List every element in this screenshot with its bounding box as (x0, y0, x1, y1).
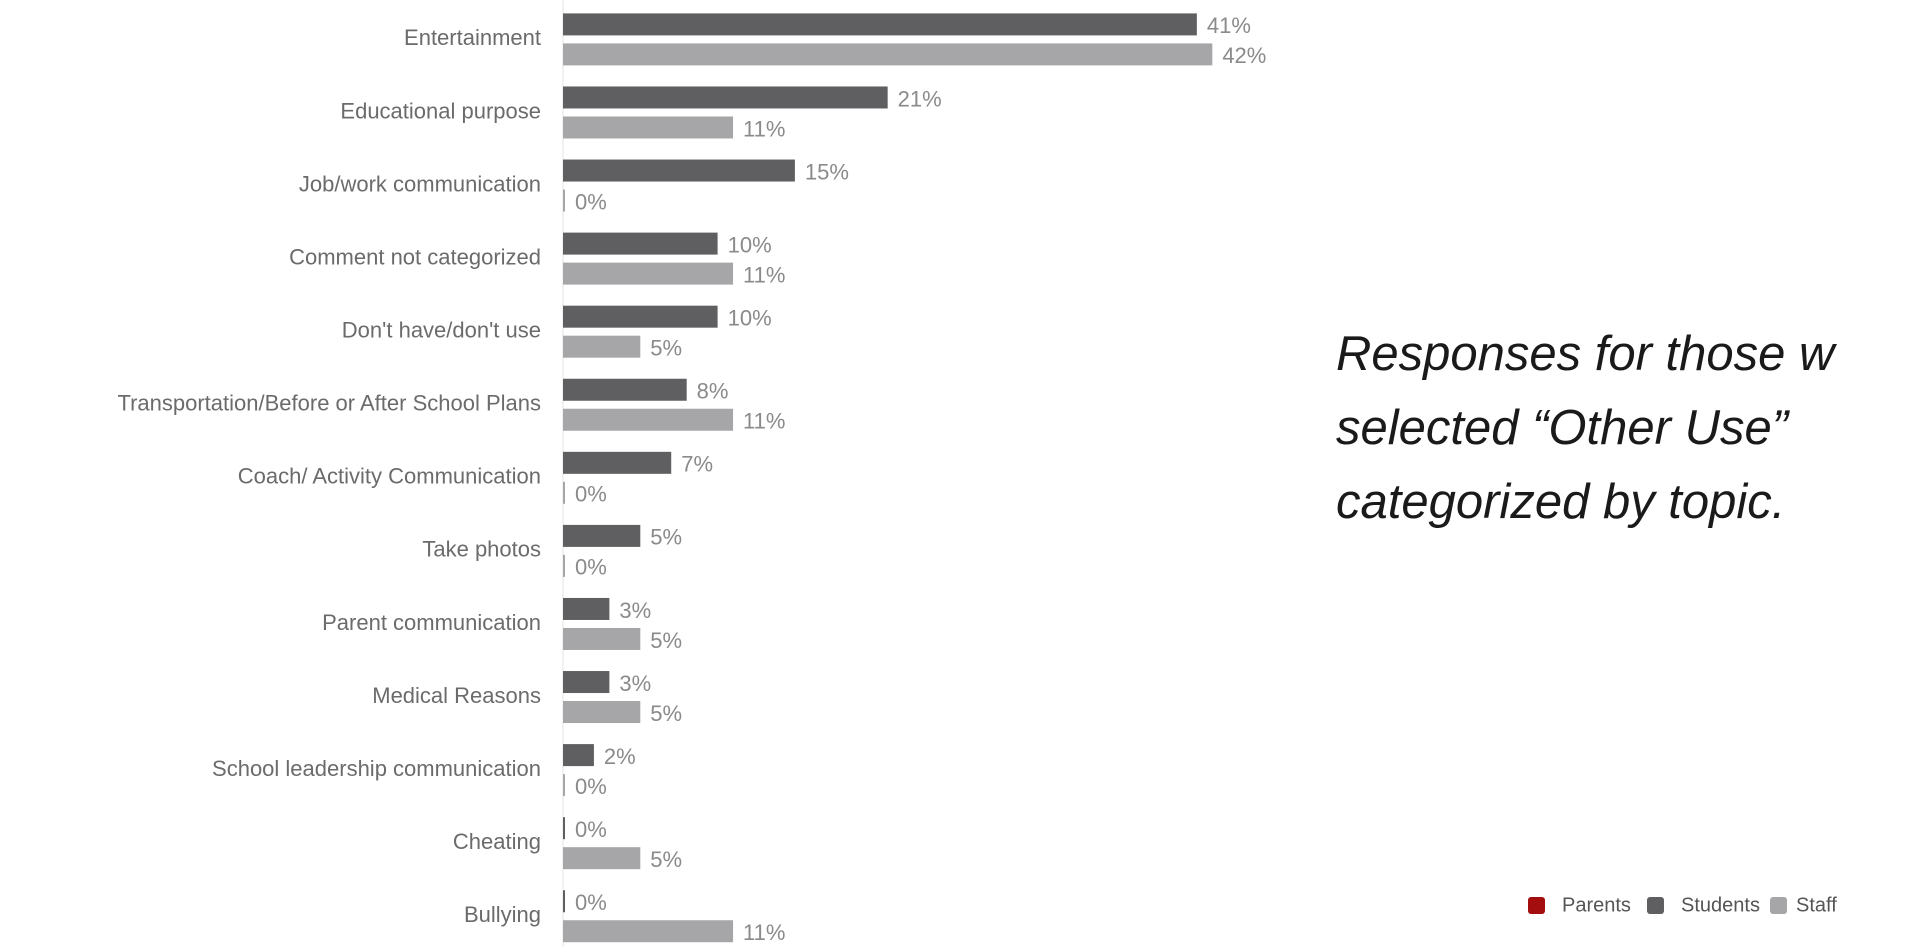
value-label: 0% (575, 774, 607, 799)
value-label: 3% (619, 598, 651, 623)
value-label: 41% (1207, 13, 1251, 38)
bar (563, 378, 687, 401)
value-label: 11% (743, 920, 785, 945)
category-label: Medical Reasons (372, 683, 541, 708)
category-label: School leadership communication (212, 756, 541, 781)
bar (563, 232, 718, 255)
bar (563, 890, 565, 913)
bar (563, 671, 610, 694)
value-label: 8% (697, 379, 729, 404)
value-label: 21% (898, 86, 942, 111)
bar (563, 43, 1213, 66)
value-label: 11% (743, 116, 785, 141)
category-label: Cheating (453, 829, 541, 854)
bar (563, 451, 672, 474)
category-label: Comment not categorized (289, 244, 541, 269)
value-label: 42% (1222, 43, 1266, 68)
value-label: 15% (805, 159, 849, 184)
category-label: Transportation/Before or After School Pl… (117, 391, 541, 416)
legend-swatch (1528, 897, 1545, 914)
legend-label: Staff (1796, 894, 1837, 916)
value-label: 5% (650, 335, 682, 360)
bar (563, 744, 594, 767)
value-label: 5% (650, 847, 682, 872)
annotation: categorized by topic. (1336, 475, 1785, 529)
annotation: Responses for those w (1336, 327, 1838, 381)
bar (563, 817, 565, 840)
value-label: 5% (650, 701, 682, 726)
bar (563, 554, 565, 577)
value-label: 0% (575, 482, 607, 507)
legend-swatch (1770, 897, 1787, 914)
legend-label: Parents (1562, 894, 1631, 916)
category-label: Coach/ Activity Communication (238, 464, 541, 489)
bar (563, 262, 734, 285)
bar (563, 774, 565, 797)
value-label: 10% (728, 232, 772, 257)
annotation: selected “Other Use” (1336, 401, 1791, 455)
bar (563, 86, 888, 109)
value-label: 10% (728, 305, 772, 330)
bar (563, 159, 795, 182)
bar (563, 847, 641, 870)
value-label: 0% (575, 189, 607, 214)
bar (563, 335, 641, 358)
bar (563, 305, 718, 328)
category-label: Parent communication (322, 610, 541, 635)
value-label: 0% (575, 817, 607, 842)
category-label: Job/work communication (299, 171, 541, 196)
value-label: 7% (681, 452, 713, 477)
bar (563, 701, 641, 724)
bar (563, 597, 610, 620)
bar (563, 408, 734, 431)
legend-swatch (1647, 897, 1664, 914)
value-label: 5% (650, 628, 682, 653)
bar (563, 481, 565, 504)
bar (563, 627, 641, 650)
value-label: 5% (650, 525, 682, 550)
value-label: 2% (604, 744, 636, 769)
category-label: Don't have/don't use (342, 317, 541, 342)
value-label: 11% (743, 262, 785, 287)
bar (563, 13, 1197, 36)
value-label: 11% (743, 409, 785, 434)
bar (563, 920, 734, 943)
category-label: Entertainment (404, 25, 541, 50)
value-label: 3% (619, 671, 651, 696)
bar (563, 524, 641, 547)
category-label: Take photos (422, 537, 541, 562)
category-label: Educational purpose (340, 98, 541, 123)
legend-label: Students (1681, 894, 1760, 916)
value-label: 0% (575, 890, 607, 915)
category-label: Bullying (464, 902, 541, 927)
bar (563, 116, 734, 139)
bar (563, 189, 565, 212)
value-label: 0% (575, 555, 607, 580)
